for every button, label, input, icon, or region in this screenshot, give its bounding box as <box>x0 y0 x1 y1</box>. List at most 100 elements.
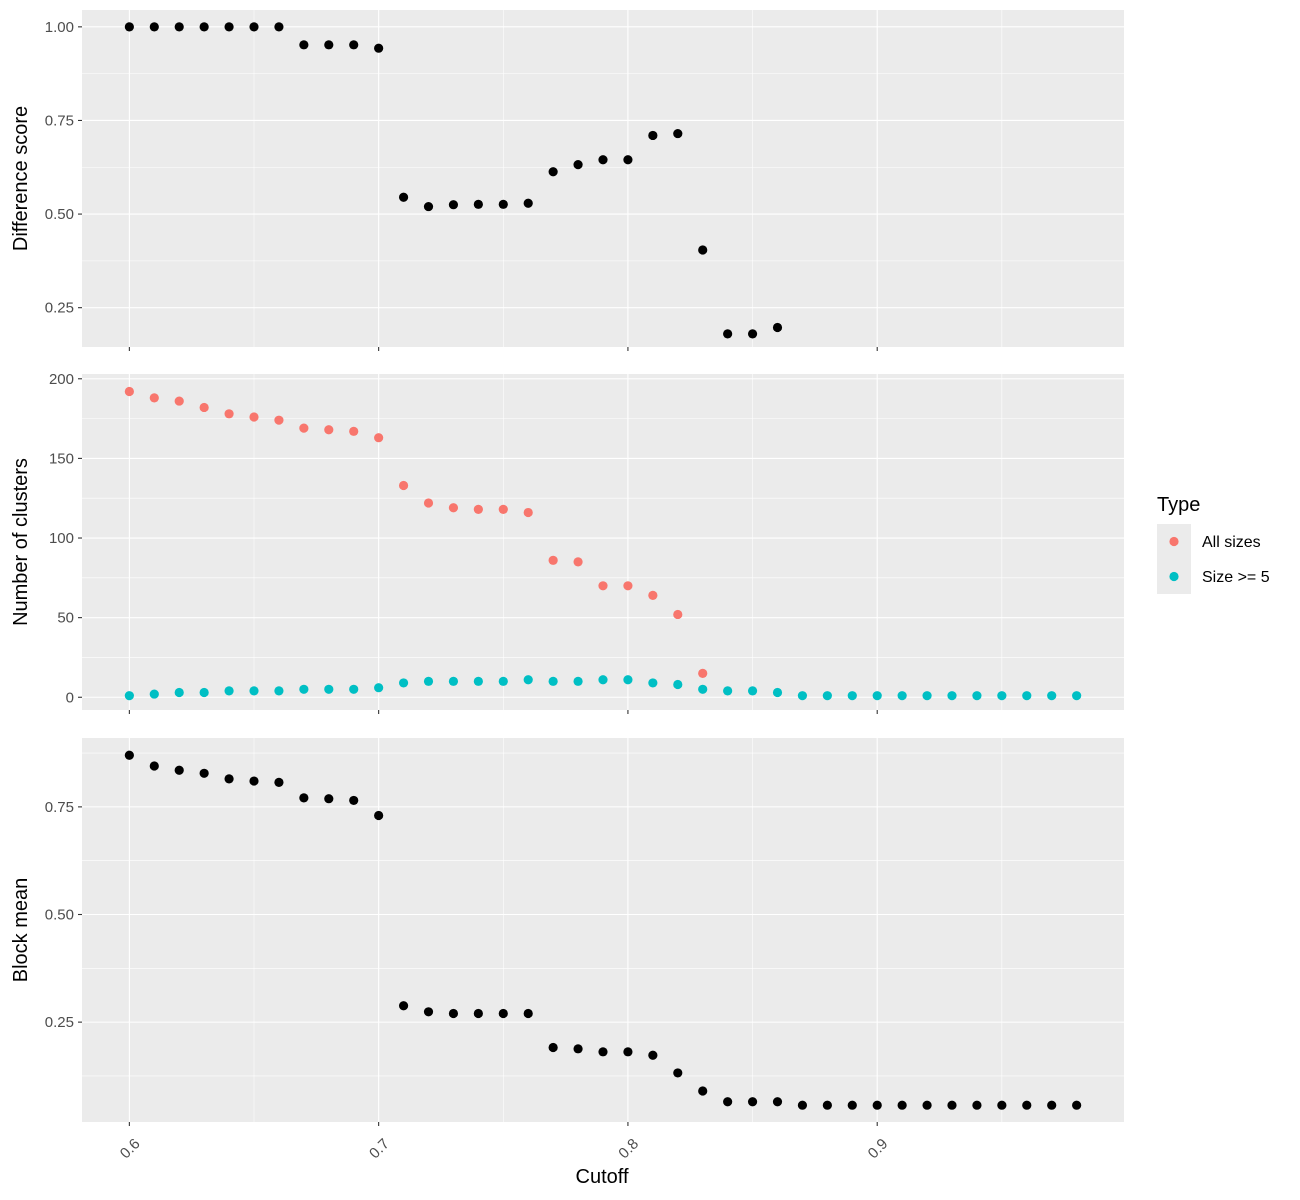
y-axis-title: Block mean <box>10 878 32 983</box>
data-point <box>698 1086 708 1096</box>
data-point <box>423 1007 434 1017</box>
data-point <box>947 691 957 701</box>
data-point <box>847 1100 857 1110</box>
data-point <box>598 675 608 685</box>
panel-background <box>82 374 1124 710</box>
data-point <box>149 393 159 403</box>
data-point <box>398 1001 409 1011</box>
data-point <box>922 1100 932 1110</box>
data-point <box>523 507 533 518</box>
data-point <box>1047 1100 1057 1110</box>
data-point <box>673 679 683 690</box>
data-point <box>448 1008 459 1019</box>
data-point <box>423 498 434 508</box>
data-point <box>448 676 459 686</box>
data-point <box>947 1100 957 1110</box>
legend-key-point <box>1169 571 1179 582</box>
data-point <box>1022 691 1032 701</box>
data-point <box>149 761 159 771</box>
data-point <box>573 676 583 686</box>
data-point <box>548 1042 558 1053</box>
legend-title: Type <box>1157 494 1200 516</box>
data-point <box>822 1100 832 1110</box>
data-point <box>1047 691 1057 701</box>
series-all-sizes <box>124 386 708 678</box>
data-point <box>174 687 184 698</box>
data-point <box>249 686 259 696</box>
data-point <box>473 199 483 209</box>
data-point <box>623 1047 633 1057</box>
y-tick-label: 0.75 <box>45 112 74 129</box>
data-point <box>573 160 583 170</box>
series-3-1 <box>124 750 1082 1110</box>
data-point <box>997 691 1007 701</box>
data-point <box>772 322 783 333</box>
data-point <box>199 22 209 32</box>
data-point <box>448 200 459 210</box>
y-tick-label: 100 <box>49 530 74 547</box>
data-point <box>174 765 184 775</box>
data-point <box>922 691 932 701</box>
data-point <box>972 1100 982 1110</box>
data-point <box>473 1008 483 1019</box>
data-point <box>1022 1100 1032 1110</box>
data-point <box>897 1100 907 1110</box>
data-point <box>648 678 658 688</box>
data-point <box>299 793 309 803</box>
legend-entry-label: All sizes <box>1202 534 1261 551</box>
data-point <box>598 581 608 591</box>
data-point <box>997 1100 1007 1110</box>
series-1-1 <box>124 22 783 339</box>
data-point <box>523 1008 533 1019</box>
y-tick-label: 0 <box>66 689 74 706</box>
data-point <box>374 810 384 821</box>
data-point <box>423 676 434 686</box>
y-tick-label: 50 <box>57 610 74 627</box>
y-axis-title: Number of clusters <box>10 458 32 626</box>
data-point <box>573 1044 583 1054</box>
data-point <box>498 1008 508 1019</box>
data-point <box>723 1097 733 1107</box>
data-point <box>473 504 483 514</box>
data-point <box>897 691 907 701</box>
data-point <box>374 683 384 693</box>
panel-background <box>82 738 1124 1122</box>
series-size-5 <box>124 675 1082 701</box>
data-point <box>523 675 533 685</box>
data-point <box>274 22 284 32</box>
data-point <box>623 675 633 685</box>
data-point <box>747 686 758 696</box>
data-point <box>423 201 434 212</box>
y-tick-label: 0.25 <box>45 300 74 317</box>
data-point <box>698 684 708 694</box>
data-point <box>324 425 334 435</box>
y-tick-label: 150 <box>49 450 74 467</box>
x-tick-label: 0.6 <box>117 1135 144 1162</box>
y-tick-label: 1.00 <box>45 19 74 36</box>
x-tick-label: 0.7 <box>366 1135 393 1162</box>
panel-3: 0.25 0.50 0.75 Block mean 0.6 0.7 0.8 0.9 Cutoff <box>10 738 1124 1188</box>
data-point <box>299 684 309 694</box>
data-point <box>374 43 384 53</box>
data-point <box>847 691 857 701</box>
data-point <box>224 774 234 784</box>
data-point <box>448 503 459 513</box>
data-point <box>523 198 533 208</box>
data-point <box>349 40 359 50</box>
legend-key-point <box>1169 536 1179 547</box>
y-tick-label: 200 <box>49 371 74 388</box>
data-point <box>698 668 708 678</box>
data-point <box>174 396 184 406</box>
data-point <box>274 686 284 696</box>
y-tick-label: 0.75 <box>45 799 74 816</box>
data-point <box>797 1100 808 1110</box>
panel-background <box>82 10 1124 347</box>
data-point <box>224 409 234 419</box>
y-tick-label: 0.50 <box>45 907 74 924</box>
y-tick-label: 0.50 <box>45 206 74 223</box>
data-point <box>673 128 683 139</box>
x-axis-title: Cutoff <box>576 1166 629 1188</box>
y-tick-label: 0.25 <box>45 1014 74 1031</box>
data-point <box>1072 1100 1082 1110</box>
